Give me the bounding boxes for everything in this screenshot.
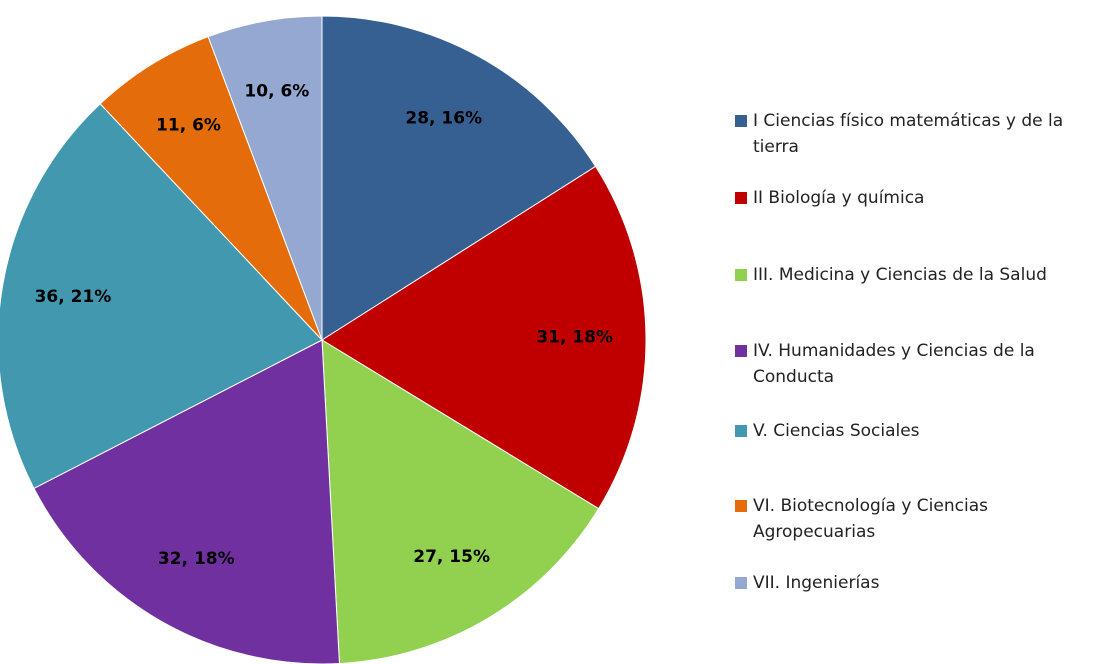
legend-entry: IV. Humanidades y Ciencias de la Conduct…	[735, 338, 1105, 390]
legend-label: II Biología y química	[753, 188, 925, 208]
legend-entry: II Biología y química	[735, 185, 1105, 211]
legend-entry: III. Medicina y Ciencias de la Salud	[735, 262, 1105, 288]
legend-swatch	[735, 577, 747, 589]
data-label: 28, 16%	[405, 109, 482, 129]
legend-entry: I Ciencias físico matemáticas y de la ti…	[735, 108, 1105, 160]
legend-swatch	[735, 115, 747, 127]
legend-label: I Ciencias físico matemáticas y de la ti…	[753, 111, 1064, 157]
legend-swatch	[735, 269, 747, 281]
legend-label: V. Ciencias Sociales	[753, 421, 920, 441]
legend-label: IV. Humanidades y Ciencias de la Conduct…	[753, 341, 1035, 387]
legend-swatch	[735, 345, 747, 357]
legend-label: III. Medicina y Ciencias de la Salud	[753, 265, 1047, 285]
legend-entry: VII. Ingenierías	[735, 570, 1105, 596]
pie-slice	[0, 103, 323, 490]
data-label: 27, 15%	[413, 547, 490, 567]
data-label: 36, 21%	[35, 287, 112, 307]
legend-swatch	[735, 425, 747, 437]
data-label: 32, 18%	[158, 549, 235, 569]
pie-slice	[321, 15, 597, 341]
legend-entry: VI. Biotecnología y Ciencias Agropecuari…	[735, 493, 1105, 545]
legend-swatch	[735, 192, 747, 204]
data-label: 31, 18%	[536, 328, 613, 348]
pie-slice	[33, 339, 340, 664]
pie-slice	[207, 15, 323, 341]
pie-slice	[321, 165, 647, 510]
legend-label: VII. Ingenierías	[753, 573, 880, 593]
data-label: 10, 6%	[244, 81, 309, 101]
data-label: 11, 6%	[156, 115, 221, 135]
pie-slice	[321, 339, 600, 664]
legend-entry: V. Ciencias Sociales	[735, 418, 1105, 444]
legend-swatch	[735, 500, 747, 512]
legend-label: VI. Biotecnología y Ciencias Agropecuari…	[753, 496, 988, 542]
pie-slice	[99, 36, 323, 341]
